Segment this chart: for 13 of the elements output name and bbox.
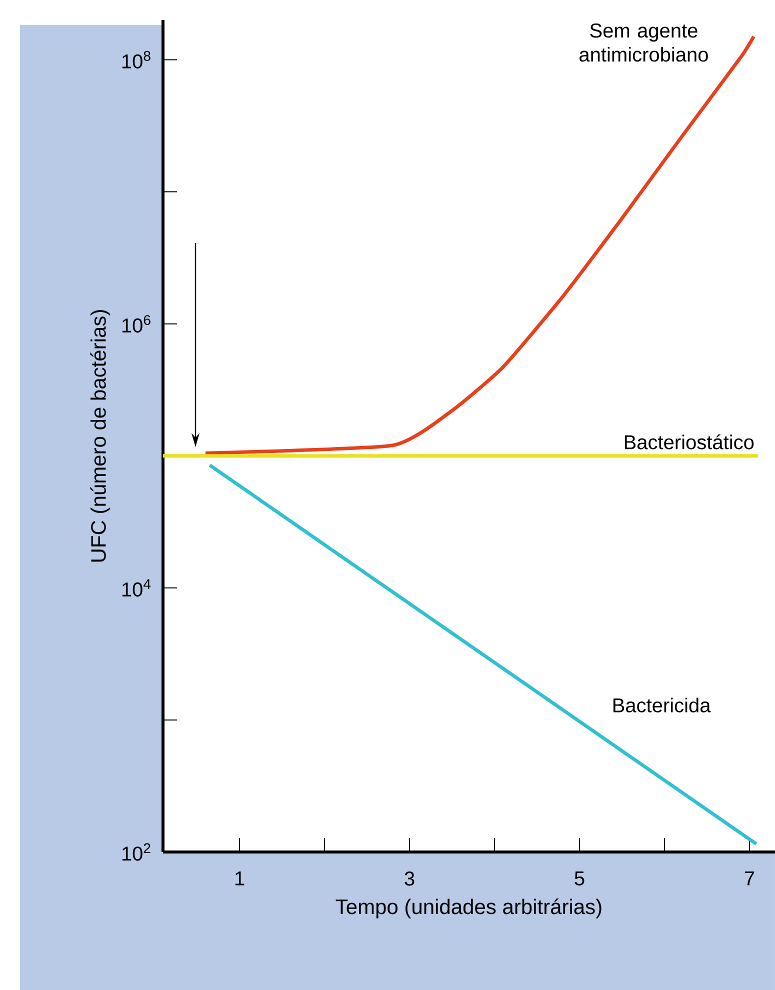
y-tick-label: 10$^{2}$ [122,843,150,861]
y-tick-label: 10$^{4}$ [122,579,151,597]
y-axis-title: UFC (número de bactérias) [90,310,110,562]
x-axis-title: Tempo (unidades arbitrárias) [336,898,602,918]
series-label: Sem agente antimicrobiano [580,24,708,62]
x-tick-label: 3 [404,872,414,886]
x-tick-label: 1 [235,872,244,886]
series-label: Bacteriostático [624,434,754,450]
x-tick-label: 5 [574,872,584,886]
y-tick-label: 10$^{8}$ [122,50,150,68]
x-tick-label: 7 [744,872,754,886]
series-label: Bactericida [613,698,711,712]
y-tick-label: 10$^{6}$ [122,315,150,333]
